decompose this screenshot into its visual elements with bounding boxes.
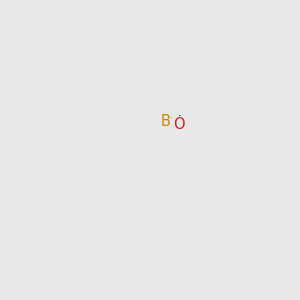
Text: Br: Br: [161, 114, 177, 129]
Text: N: N: [169, 118, 180, 133]
Text: O: O: [173, 117, 184, 132]
Text: O: O: [172, 119, 183, 134]
Text: N: N: [171, 115, 182, 130]
